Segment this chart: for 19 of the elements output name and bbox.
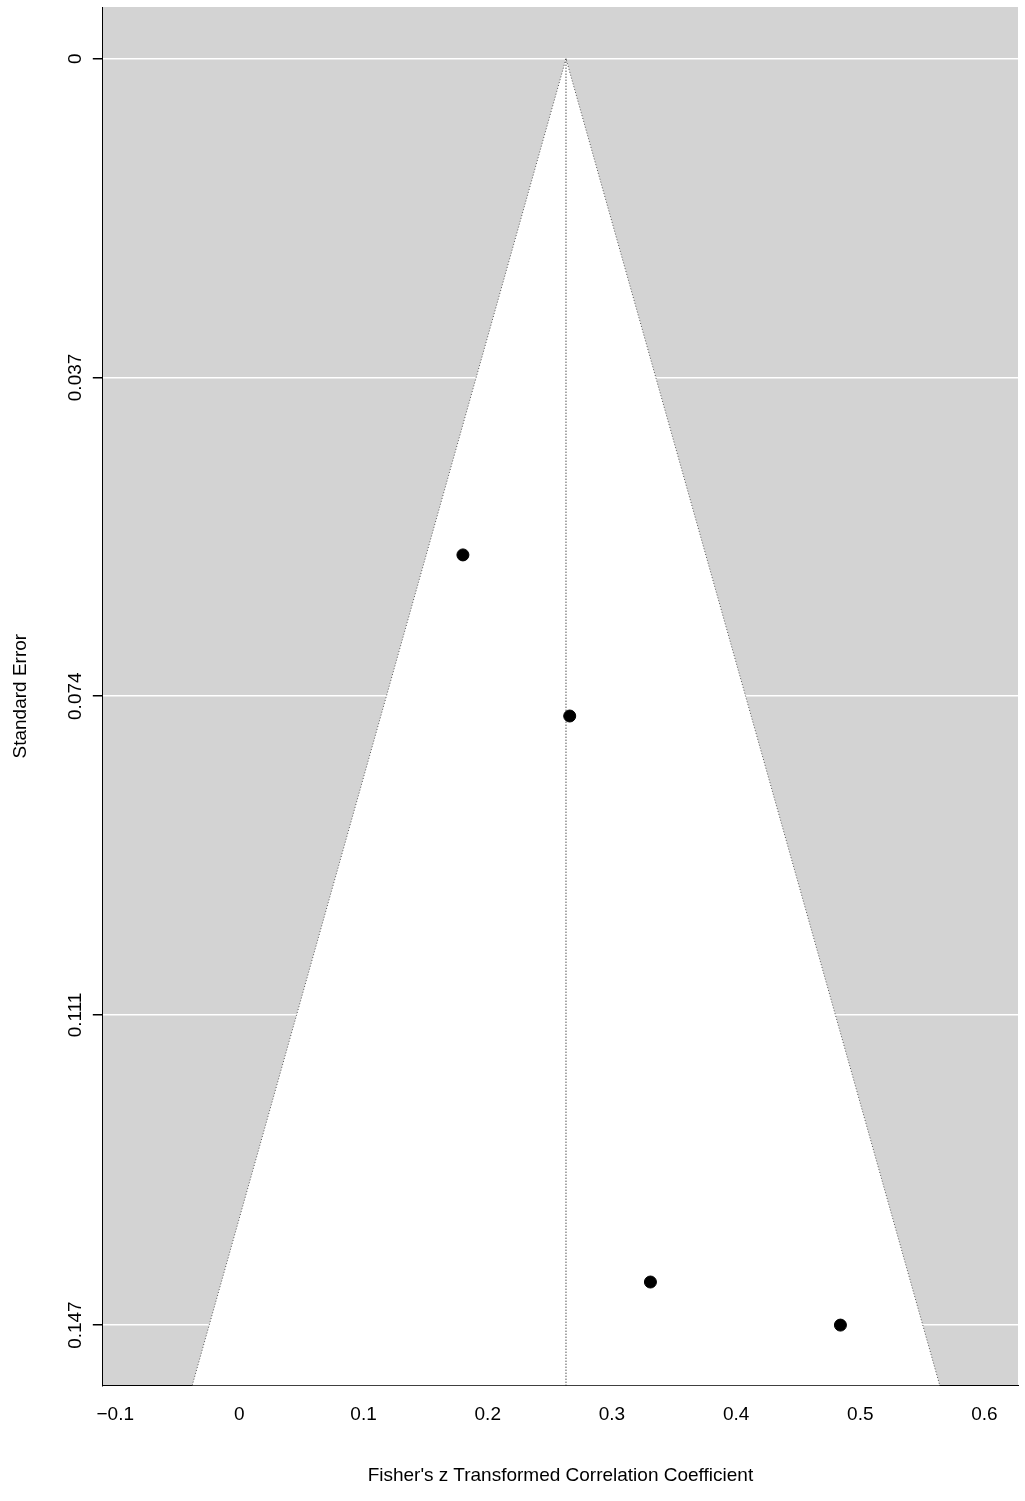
point [643, 1275, 657, 1289]
x-tick-label: 0.2 [474, 1403, 501, 1425]
x-tick-label: 0.6 [971, 1403, 998, 1425]
x-tick-label: 0.1 [350, 1403, 377, 1425]
point [833, 1318, 847, 1332]
y-axis-title: Standard Error [8, 633, 30, 759]
point [563, 709, 577, 723]
y-tick-label: 0.111 [63, 992, 85, 1038]
point [456, 548, 470, 562]
y-tick-label: 0.147 [63, 1301, 85, 1349]
y-tick-label: 0 [63, 53, 85, 64]
x-tick-label: 0.3 [598, 1403, 626, 1425]
x-tick-label: −0.1 [96, 1403, 134, 1425]
x-tick-label: 0.5 [847, 1403, 874, 1425]
y-tick-label: 0.037 [63, 353, 85, 402]
x-axis-title: Fisher's z Transformed Correlation Coefficient [367, 1463, 754, 1485]
x-tick-label: 0 [234, 1403, 245, 1425]
y-tick-label: 0.074 [63, 671, 85, 720]
x-tick-label: 0.4 [722, 1403, 750, 1425]
